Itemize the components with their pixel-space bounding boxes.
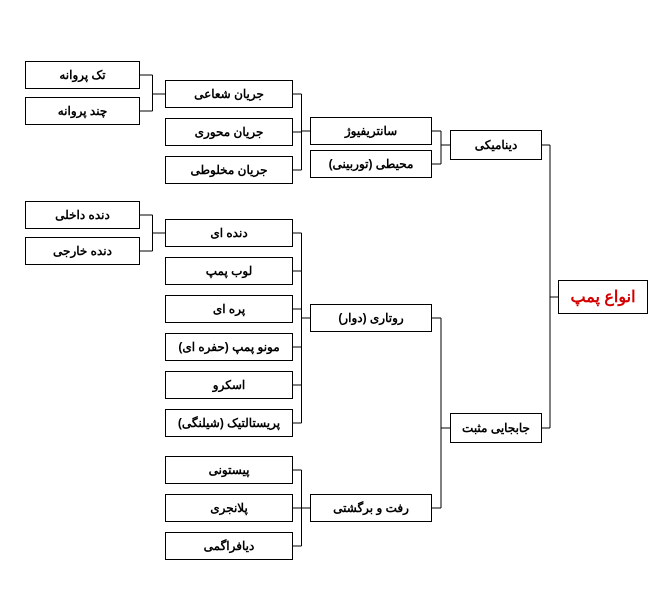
node-lobe: لوب پمپ [165,257,293,285]
node-perist: پریستالتیک (شیلنگی) [165,409,293,437]
node-centrifuge: سانتریفیوژ [310,117,432,145]
node-peripheral: محیطی (توربینی) [310,150,432,178]
node-piston: پیستونی [165,456,293,484]
node-single: تک پروانه [25,61,140,89]
node-mixed: جریان مخلوطی [165,156,293,184]
node-recip: رفت و برگشتی [310,494,432,522]
node-radial: جریان شعاعی [165,80,293,108]
node-root: انواع پمپ [558,280,648,314]
node-extgear: دنده خارجی [25,237,140,265]
node-gear: دنده ای [165,219,293,247]
node-intgear: دنده داخلی [25,201,140,229]
node-plunger: پلانجری [165,494,293,522]
node-positive: جابجایی مثبت [450,413,542,443]
node-axial: جریان محوری [165,118,293,146]
node-diaph: دیافراگمی [165,532,293,560]
node-vane: پره ای [165,295,293,323]
node-multi: چند پروانه [25,97,140,125]
node-rotary: روتاری (دوار) [310,304,432,332]
node-dynamic: دینامیکی [450,130,542,160]
diagram-canvas: انواع پمپ دینامیکی جابجایی مثبت سانتریفیوژ م… [0,0,666,600]
node-screw: اسکرو [165,371,293,399]
node-mono: مونو پمپ (حفره ای) [165,333,293,361]
